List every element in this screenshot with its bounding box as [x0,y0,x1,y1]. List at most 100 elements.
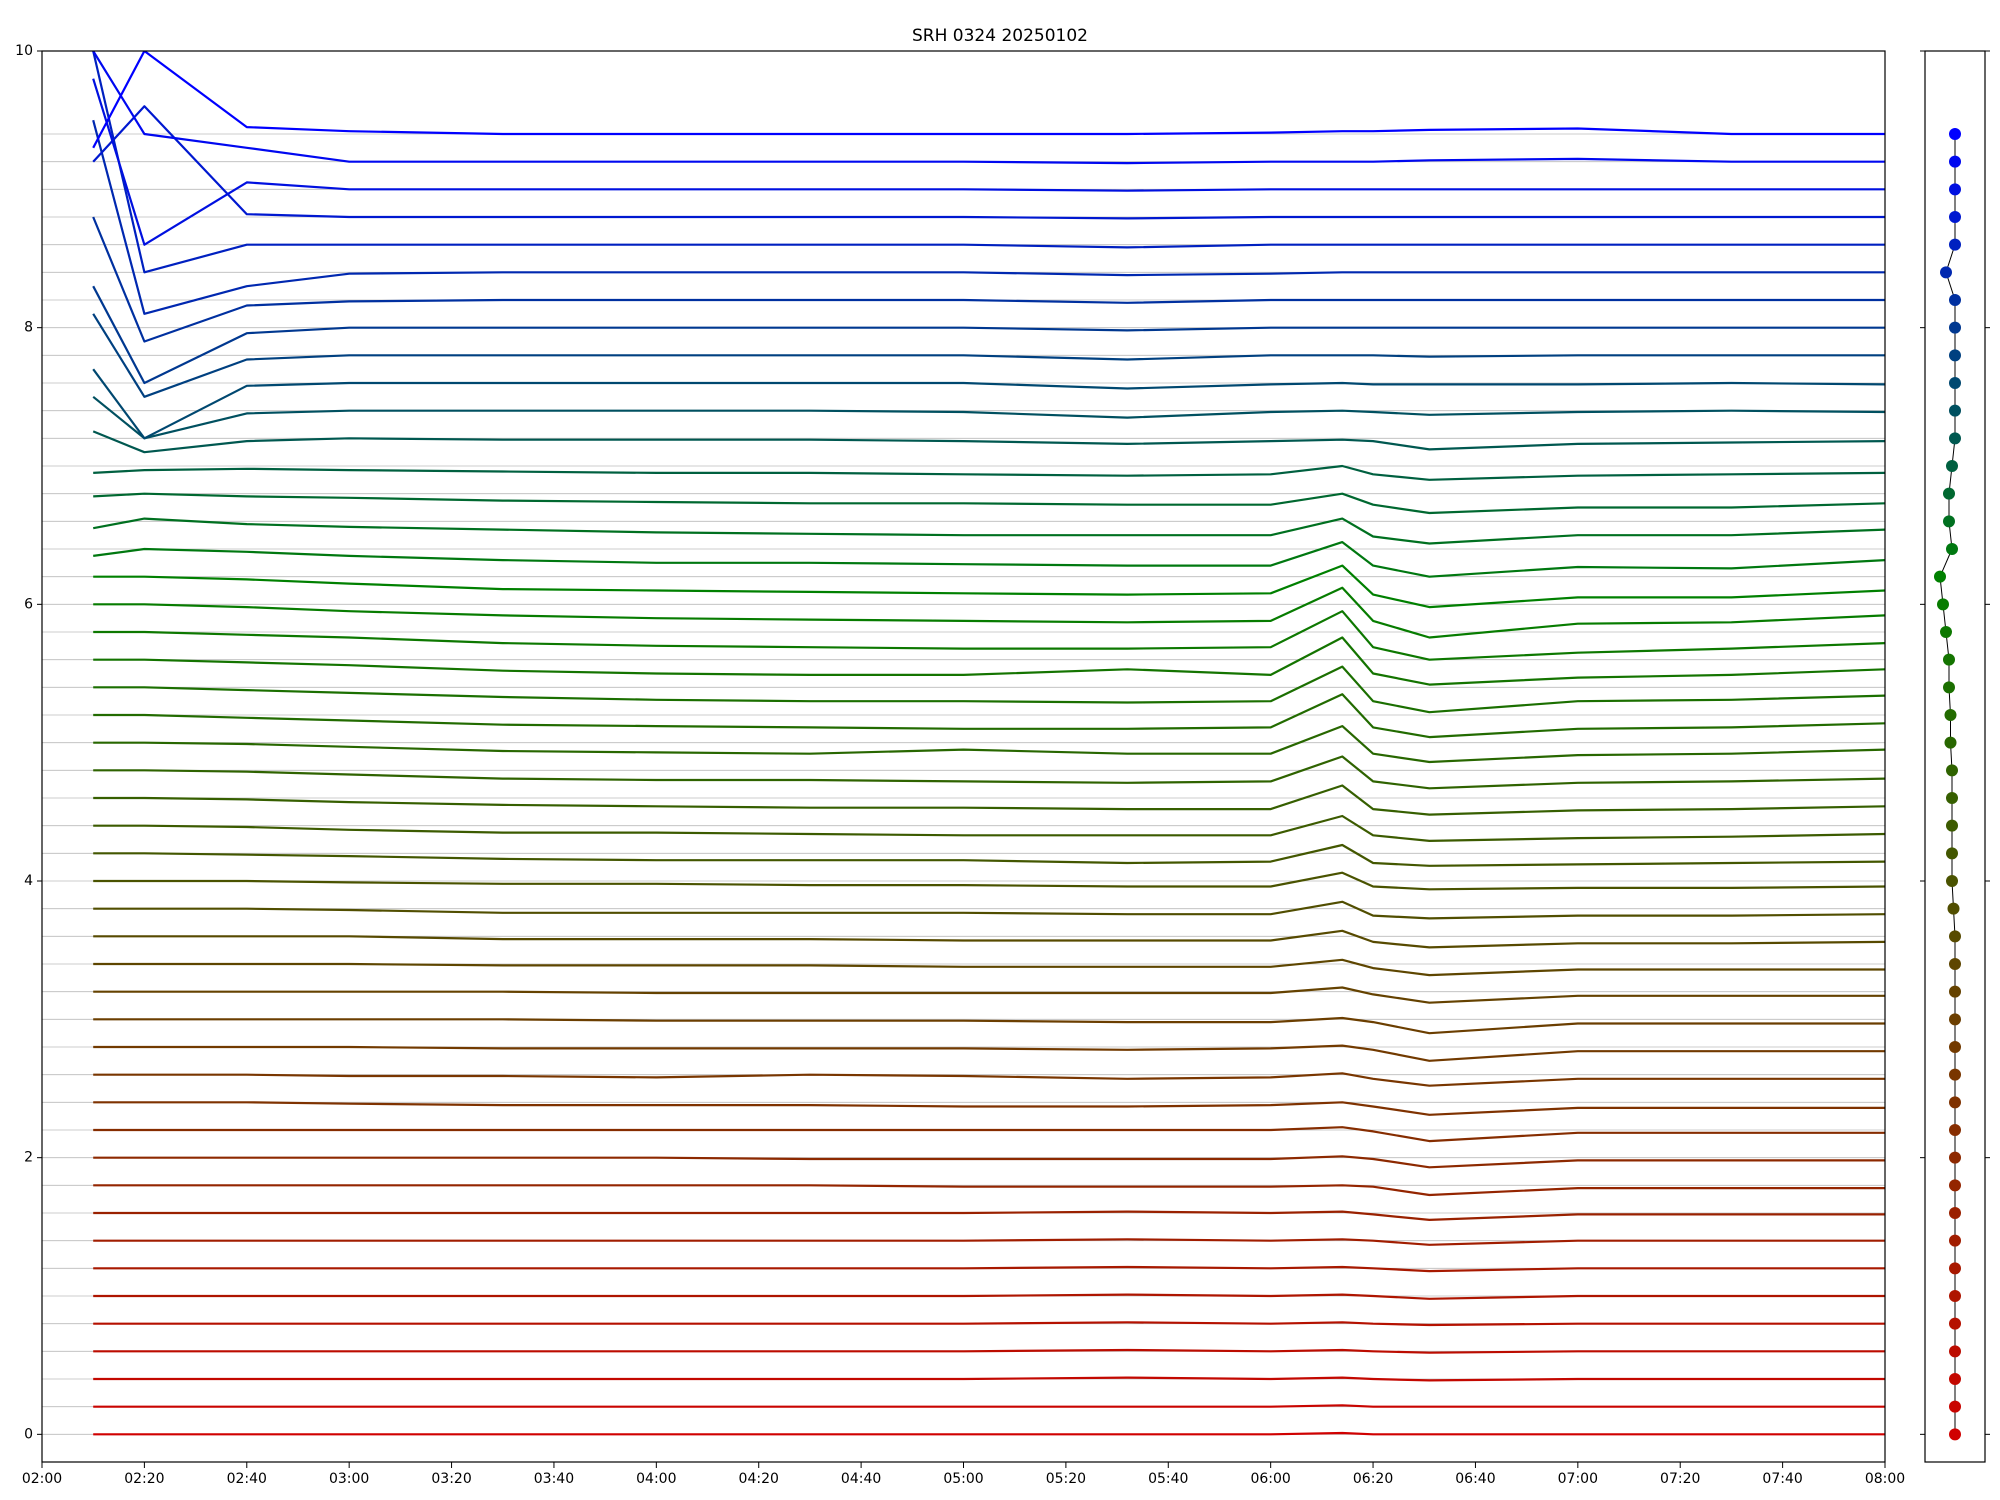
level-dot [1946,764,1958,777]
trace-line [93,1044,1885,1062]
trace-line [93,1126,1885,1143]
trace-line [93,929,1885,949]
trace-line [93,1376,1885,1382]
level-dot [1946,847,1958,860]
trace-line [93,814,1885,843]
level-dot [1949,1096,1961,1109]
level-dot [1949,128,1961,140]
level-dot [1949,183,1961,196]
x-tick-label: 03:40 [534,1471,574,1487]
level-dot [1949,930,1961,943]
y-tick-label: 6 [24,596,33,612]
trace-line [93,871,1885,891]
x-tick-label: 02:40 [227,1471,267,1487]
x-tick-label: 05:40 [1148,1471,1188,1487]
level-dot [1934,570,1946,583]
level-dot [1949,377,1961,389]
level-dot [1949,1068,1961,1081]
x-tick-label: 06:40 [1455,1471,1495,1487]
level-dot [1943,487,1955,500]
level-dot [1949,1179,1961,1192]
level-dot [1946,543,1958,555]
level-dot [1949,1234,1961,1247]
trace-line [92,395,1885,440]
trace-line [93,724,1885,764]
trace-line [92,216,1885,343]
x-tick-label: 07:40 [1762,1471,1802,1487]
trace-line [93,586,1885,639]
level-dot [1949,155,1961,168]
level-dot [1949,432,1961,445]
trace-line [93,610,1885,661]
level-dot [1940,626,1952,638]
level-dot [1946,819,1958,832]
level-dot [1949,1124,1961,1136]
x-tick-label: 03:00 [329,1471,369,1487]
trace-line [92,313,1885,398]
level-dot [1947,902,1960,915]
level-dot [1949,985,1961,998]
trace-line [92,119,1885,315]
trace-line [93,1101,1885,1116]
level-dot [1946,460,1958,472]
trace-line [92,78,1885,246]
level-dot [1949,1041,1961,1053]
main-plot: 0 2 4 6 8 10 02:00 02:20 02:40 03:00 03:20 03:40 04:… [15,43,1905,1487]
level-dot [1949,1151,1961,1164]
x-tick-label: 02:00 [22,1471,62,1487]
level-dot [1949,238,1961,251]
level-dot [1949,1013,1961,1026]
x-tick-label: 07:00 [1558,1471,1598,1487]
trace-line [93,564,1885,609]
level-dot [1949,294,1961,306]
x-tick-label: 05:20 [1046,1471,1086,1487]
level-dot [1949,404,1961,417]
level-dot [1943,515,1955,528]
level-dot [1949,1262,1961,1275]
y-tick-label: 0 [24,1426,33,1442]
x-tick-label: 04:20 [739,1471,779,1487]
trace-line [92,368,1885,440]
y-tick-label: 10 [15,43,33,59]
y-tick-label: 2 [24,1150,33,1166]
trace-line [93,900,1885,920]
trace-line [93,1348,1885,1354]
trace-line [93,1155,1885,1169]
x-tick-label: 02:20 [124,1471,164,1487]
level-dot [1949,1317,1961,1330]
level-dot [1949,1373,1961,1385]
level-dot [1949,211,1961,223]
level-dot [1943,681,1955,694]
x-tick-label: 06:00 [1250,1471,1290,1487]
trace-line [92,430,1885,454]
level-dot [1949,1400,1961,1413]
trace-line [92,51,1885,165]
x-tick-label: 05:00 [943,1471,983,1487]
y-tick-label: 4 [24,873,33,889]
panel-frame [1924,50,1986,1463]
trace-line [93,1016,1885,1035]
trace-line [93,843,1885,867]
x-tick-label: 04:40 [841,1471,881,1487]
trace-line [93,464,1885,481]
level-dot [1949,321,1961,334]
trace-line [92,51,1885,274]
level-dot [1944,709,1957,721]
trace-line [93,1293,1885,1300]
level-dot [1946,875,1958,887]
x-tick-label: 04:00 [636,1471,676,1487]
trace-line [92,285,1885,385]
trace-line [93,665,1885,714]
traces [92,51,1885,1436]
chart-title: SRH 0324 20250102 [912,26,1088,46]
trace-line [93,1184,1885,1197]
x-tick-label: 03:20 [431,1471,471,1487]
level-dot [1937,598,1949,611]
trace-line [93,636,1885,686]
trace-line [93,986,1885,1004]
level-dot [1949,1428,1961,1441]
level-dot [1949,1207,1961,1219]
trace-line [92,51,1885,149]
